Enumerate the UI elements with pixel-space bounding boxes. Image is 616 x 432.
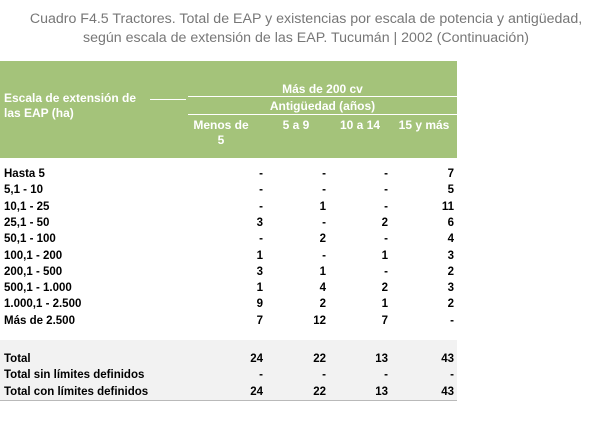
table-cell: 13 [375,385,388,398]
table-cell: 22 [313,385,326,398]
column-header-10-a-14: 10 a 14 [339,118,381,132]
table-row: Más de 2.500 7 12 7 - [0,313,457,329]
row-label: 500,1 - 1.000 [4,282,72,295]
table-cell: - [259,184,263,197]
table-cell: - [384,184,388,197]
table-cell: 43 [441,385,454,398]
table-cell: - [322,184,326,197]
table-row: 25,1 - 50 3 - 2 6 [0,215,457,231]
table-cell: 3 [447,282,454,295]
stub-rule [150,99,186,100]
table-cell: - [259,200,263,213]
row-label: 1.000,1 - 2.500 [4,298,82,311]
table-cell: - [450,369,454,382]
row-label: 100,1 - 200 [4,249,63,262]
subgroup-rule [188,114,457,115]
table-cell: - [322,369,326,382]
table-cell: 2 [447,298,454,311]
table-cell: - [259,168,263,180]
title-line-1: Cuadro F4.5 Tractores. Total de EAP y ex… [29,11,583,27]
table-cell: - [259,233,263,246]
table-cell: - [322,168,326,180]
row-label: 50,1 - 100 [4,233,56,246]
table-cell: 43 [441,353,454,365]
table-row: 5,1 - 10 - - - 5 [0,182,457,198]
table-header: Escala de extensión de las EAP (ha) Más … [0,61,457,158]
table-cell: 2 [319,298,326,311]
stub-header: Escala de extensión de las EAP (ha) [4,91,137,120]
table-cell: 3 [256,265,263,278]
row-label: Total con límites definidos [4,385,149,398]
table-row: Hasta 5 - - - 7 [0,166,457,182]
table-bottom-rule [0,400,457,401]
column-header-menos-de-5: Menos de 5 [193,118,249,147]
table-cell: 1 [381,298,388,311]
table-cell: 24 [250,353,263,365]
table-cell: - [450,314,454,327]
row-label: Hasta 5 [4,168,45,180]
table-cell: 2 [319,233,326,246]
table-title: Cuadro F4.5 Tractores. Total de EAP y ex… [0,10,612,48]
table-cell: 6 [447,216,454,229]
table-cell: 24 [250,385,263,398]
table-cell: 13 [375,353,388,365]
table-cell: - [384,265,388,278]
table-cell: - [322,249,326,262]
row-label: Total sin límites definidos [4,369,145,382]
table-cell: 1 [319,200,326,213]
table-cell: - [384,168,388,180]
table-row: 1.000,1 - 2.500 9 2 1 2 [0,296,457,312]
table-cell: 2 [381,282,388,295]
title-line-2: según escala de extensión de las EAP. Tu… [83,30,529,46]
row-label: 5,1 - 10 [4,184,43,197]
table-cell: - [384,369,388,382]
row-label: 25,1 - 50 [4,216,50,229]
column-header-5-a-9: 5 a 9 [282,118,310,132]
table-cell: - [259,369,263,382]
totals-row: Total con límites definidos 24 22 13 43 [0,384,457,400]
table-row: 10,1 - 25 - 1 - 11 [0,199,457,215]
totals-shade [0,340,457,400]
table-cell: - [384,233,388,246]
totals-row: Total sin límites definidos - - - - [0,367,457,383]
row-label: 10,1 - 25 [4,200,50,213]
table-cell: 22 [313,353,326,365]
table-cell: 4 [447,233,454,246]
table-cell: 7 [447,168,454,180]
table-cell: 2 [381,216,388,229]
table-cell: 3 [256,216,263,229]
group-rule [188,96,457,97]
table-cell: 9 [256,298,263,311]
row-label: Total [4,353,31,365]
subgroup-header: Antigüedad (años) [269,99,376,113]
table-cell: 1 [256,282,263,295]
table-cell: 3 [447,249,454,262]
table-row: 200,1 - 500 3 1 - 2 [0,264,457,280]
table-cell: 12 [313,314,326,327]
table-cell: 2 [447,265,454,278]
table-cell: 4 [319,282,326,295]
group-header: Más de 200 cv [282,82,363,96]
totals-row: Total 24 22 13 43 [0,351,457,367]
table-cell: 7 [256,314,263,327]
table-cell: 7 [381,314,388,327]
table-cell: 5 [447,184,454,197]
table-cell: 1 [256,249,263,262]
table-cell: 11 [441,200,454,213]
table-cell: - [322,216,326,229]
row-label: 200,1 - 500 [4,265,63,278]
table-cell: - [384,200,388,213]
table-cell: 1 [381,249,388,262]
table-row: 50,1 - 100 - 2 - 4 [0,231,457,247]
table-cell: 1 [319,265,326,278]
row-label: Más de 2.500 [4,314,75,327]
table-row: 100,1 - 200 1 - 1 3 [0,248,457,264]
column-header-15-y-mas: 15 y más [398,118,450,132]
table-row: 500,1 - 1.000 1 4 2 3 [0,280,457,296]
